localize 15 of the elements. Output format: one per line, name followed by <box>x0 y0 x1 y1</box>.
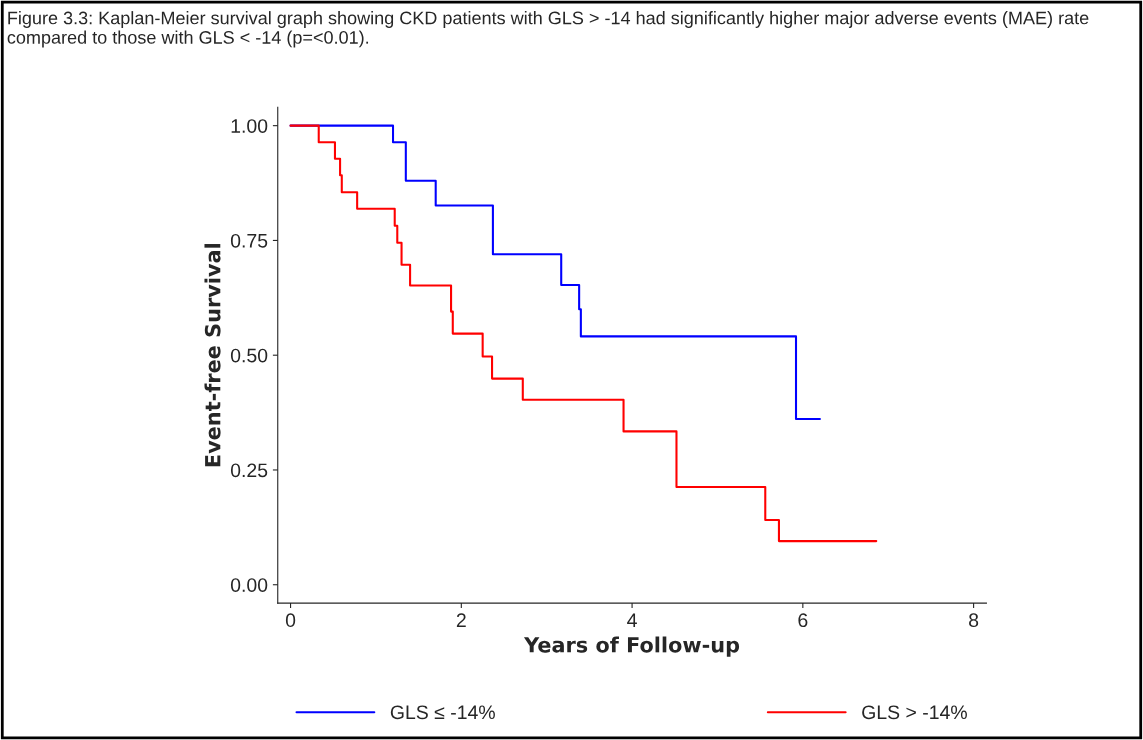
y-tick-label: 1.00 <box>231 119 268 133</box>
x-tick-label: 8 <box>969 613 979 628</box>
y-tick-label: 0.50 <box>230 348 268 363</box>
legend-label: GLS > -14% <box>862 705 967 720</box>
y-tick-label: 0.00 <box>230 578 268 592</box>
x-tick-label: 0 <box>285 613 296 628</box>
y-tick-label: 0.75 <box>230 233 268 248</box>
x-axis-title: Years of Follow-up <box>523 636 740 657</box>
legend-label: GLS ≤ -14% <box>390 705 495 720</box>
x-tick-label: 6 <box>798 613 808 628</box>
y-axis-title: Event-free Survival <box>204 244 221 467</box>
y-tick-label: 0.25 <box>230 463 268 478</box>
x-tick-label: 2 <box>456 613 466 627</box>
x-tick-label: 4 <box>627 613 637 627</box>
chart-title: Figure 3.3: Kaplan-Meier survival graph showing CKD patients with GLS > -14 had significantly higher major adverse events (MAE) rate compared to those with GLS < -14 (p=<0.01). <box>7 11 1089 48</box>
